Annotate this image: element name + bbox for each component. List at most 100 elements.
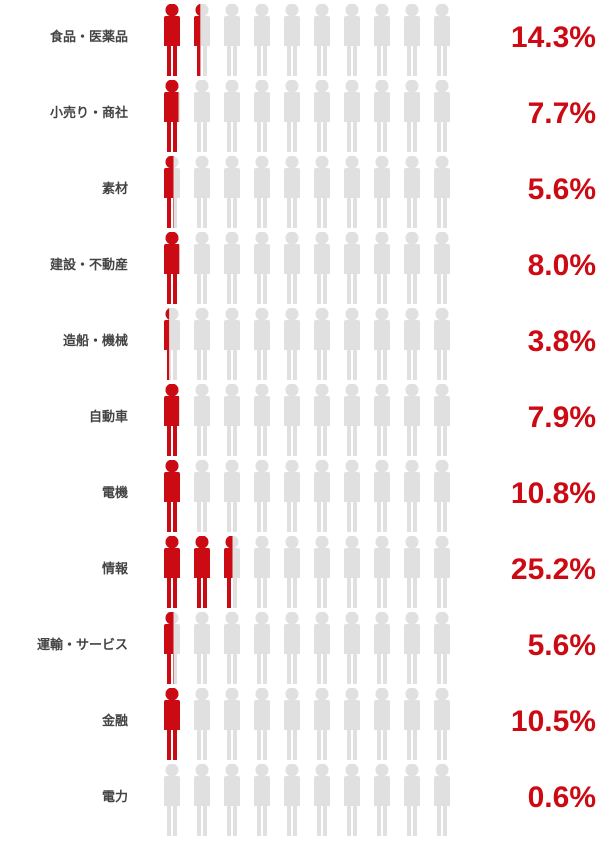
category-label: 素材: [101, 182, 128, 197]
person-icon: [254, 384, 270, 456]
person-icon: [224, 384, 240, 456]
person-icon-row: [164, 384, 450, 456]
person-icon: [434, 4, 450, 76]
person-icon: [404, 156, 420, 228]
person-icon: [164, 536, 180, 608]
person-icon: [344, 764, 360, 836]
person-icon: [434, 688, 450, 760]
person-icon-filled: [164, 384, 179, 456]
person-icon: [194, 688, 210, 760]
person-icon: [434, 156, 450, 228]
person-icon: [254, 308, 270, 380]
person-icon: [254, 156, 270, 228]
person-icon: [194, 232, 210, 304]
person-icon-row: [164, 80, 450, 152]
person-icon: [374, 156, 390, 228]
person-icon: [164, 308, 180, 380]
chart-row: 情報 25.2%: [0, 532, 608, 608]
person-icon: [434, 612, 450, 684]
person-icon: [344, 4, 360, 76]
person-icon: [314, 4, 330, 76]
person-icon: [254, 612, 270, 684]
person-icon: [194, 80, 210, 152]
chart-row: 電機 10.8%: [0, 456, 608, 532]
person-icon-filled: [164, 308, 170, 380]
person-icon: [224, 4, 240, 76]
person-icon: [254, 4, 270, 76]
person-icon: [404, 232, 420, 304]
value-label: 10.8%: [510, 477, 596, 510]
person-icon: [374, 764, 390, 836]
person-icon: [314, 460, 330, 532]
person-icon: [284, 536, 300, 608]
value-label: 25.2%: [510, 553, 596, 586]
person-icon: [344, 232, 360, 304]
chart-row: 電力 0.6%: [0, 760, 608, 836]
person-icon-filled: [164, 4, 180, 76]
person-icon: [224, 536, 240, 608]
person-icon-row: [164, 232, 450, 304]
chart-row: 運輸・サービス 5.6%: [0, 608, 608, 684]
person-icon-filled: [194, 536, 210, 608]
person-icon: [164, 612, 180, 684]
person-icon: [344, 536, 360, 608]
person-icon: [344, 384, 360, 456]
category-label: 食品・医薬品: [49, 30, 128, 45]
person-icon-filled: [164, 232, 180, 304]
person-icon: [284, 688, 300, 760]
person-icon: [374, 688, 390, 760]
person-icon-row: [164, 460, 450, 532]
person-icon: [164, 4, 180, 76]
category-label: 電力: [101, 790, 128, 805]
person-icon: [224, 232, 240, 304]
person-icon: [404, 460, 420, 532]
person-icon: [314, 612, 330, 684]
value-label: 10.5%: [510, 705, 596, 738]
person-icon: [194, 764, 210, 836]
person-icon: [194, 156, 210, 228]
person-icon: [314, 536, 330, 608]
person-icon-filled: [164, 688, 180, 760]
person-icon: [434, 764, 450, 836]
person-icon: [404, 384, 420, 456]
category-label: 運輸・サービス: [36, 638, 128, 653]
value-label: 7.9%: [527, 401, 596, 434]
person-icon: [284, 156, 300, 228]
person-icon: [224, 764, 240, 836]
person-icon: [194, 460, 210, 532]
value-label: 0.6%: [527, 781, 596, 814]
person-icon: [164, 764, 180, 836]
person-icon: [194, 308, 210, 380]
chart-row: 自動車 7.9%: [0, 380, 608, 456]
person-icon: [284, 612, 300, 684]
person-icon: [434, 80, 450, 152]
category-label: 金融: [101, 714, 128, 729]
value-label: 7.7%: [527, 97, 596, 130]
value-label: 3.8%: [527, 325, 596, 358]
person-icon: [194, 384, 210, 456]
person-icon: [164, 688, 180, 760]
person-icon: [314, 688, 330, 760]
person-icon: [164, 232, 180, 304]
category-label: 建設・不動産: [49, 258, 128, 273]
person-icon-row: [164, 308, 450, 380]
person-icon-filled: [164, 536, 180, 608]
person-icon-row: [164, 536, 450, 608]
value-label: 8.0%: [527, 249, 596, 282]
category-label: 情報: [101, 562, 128, 577]
chart-row: 造船・機械 3.8%: [0, 304, 608, 380]
person-icon: [404, 308, 420, 380]
person-icon-filled: [164, 460, 180, 532]
person-icon: [224, 308, 240, 380]
person-icon: [434, 308, 450, 380]
person-icon: [314, 764, 330, 836]
person-icon: [434, 536, 450, 608]
person-icon: [254, 460, 270, 532]
person-icon: [314, 384, 330, 456]
person-icon: [254, 688, 270, 760]
person-icon: [164, 384, 180, 456]
person-icon: [224, 80, 240, 152]
person-icon: [164, 156, 180, 228]
person-icon: [344, 156, 360, 228]
